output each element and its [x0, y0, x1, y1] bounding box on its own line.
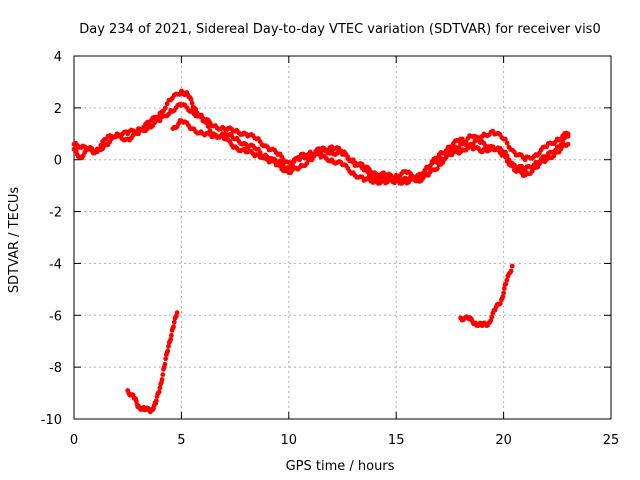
- data-point: [165, 348, 171, 354]
- data-point: [163, 356, 169, 362]
- data-point: [503, 281, 509, 287]
- series-track-a: [71, 88, 571, 184]
- series-dip-late: [458, 263, 515, 329]
- data-point: [442, 156, 447, 162]
- data-point: [198, 114, 204, 120]
- x-tick-label: 15: [388, 433, 405, 448]
- data-point: [155, 114, 161, 120]
- data-point: [159, 377, 165, 382]
- y-axis-label: SDTVAR / TECUs: [7, 187, 22, 294]
- data-point: [160, 372, 166, 378]
- data-point: [257, 150, 263, 155]
- data-point: [162, 105, 168, 111]
- data-point: [174, 310, 180, 316]
- data-point: [502, 149, 508, 155]
- x-tick-label: 25: [603, 433, 620, 448]
- data-point: [343, 152, 349, 158]
- data-point: [504, 153, 510, 159]
- data-point: [422, 169, 428, 174]
- x-tick-label: 20: [495, 433, 512, 448]
- data-point: [162, 361, 168, 367]
- y-tick-label: -2: [49, 206, 62, 221]
- grid: [74, 56, 611, 419]
- y-tick-label: 2: [54, 102, 62, 117]
- data-point: [502, 136, 508, 142]
- data-point: [427, 163, 433, 169]
- data-point: [501, 286, 507, 291]
- data-point: [504, 277, 510, 283]
- y-tick-label: -10: [41, 413, 62, 428]
- series-track-c: [170, 118, 571, 186]
- data-point: [565, 133, 571, 139]
- y-tick-label: 4: [54, 50, 62, 65]
- data-point: [434, 166, 440, 172]
- axis-ticks: 0 5 10 15 20 25 -10 -8 -6 -4 -2 0 2 4: [41, 50, 620, 448]
- series-dip-early: [125, 310, 180, 415]
- data-point: [157, 118, 163, 124]
- y-tick-label: -6: [49, 309, 62, 324]
- series-track-b: [71, 101, 571, 184]
- data-point: [156, 389, 162, 395]
- plot-frame: [73, 55, 612, 420]
- data-point: [164, 101, 170, 107]
- x-axis-label: GPS time / hours: [286, 459, 395, 474]
- data-point: [500, 294, 506, 300]
- x-tick-label: 10: [281, 433, 298, 448]
- data-point: [497, 301, 503, 306]
- data-point: [489, 314, 495, 320]
- y-tick-label: -4: [49, 257, 62, 272]
- chart-title: Day 234 of 2021, Sidereal Day-to-day VTE…: [79, 22, 600, 37]
- y-tick-label: -8: [49, 361, 62, 376]
- data-point: [544, 154, 549, 160]
- data-point: [171, 324, 176, 330]
- data-point: [166, 344, 171, 349]
- x-tick-label: 5: [177, 433, 185, 448]
- data-point: [565, 141, 571, 147]
- x-tick-label: 0: [70, 433, 78, 448]
- data-point: [508, 268, 514, 274]
- data-point: [189, 100, 195, 106]
- data-points: [71, 88, 571, 415]
- data-point: [168, 336, 174, 342]
- data-point: [504, 140, 510, 146]
- data-point: [171, 319, 177, 325]
- data-point: [188, 97, 194, 102]
- data-point: [157, 385, 163, 391]
- data-point: [289, 162, 295, 168]
- data-point: [205, 124, 211, 129]
- data-point: [501, 290, 506, 296]
- data-point: [509, 263, 515, 269]
- data-point: [168, 332, 174, 338]
- data-point: [153, 398, 159, 404]
- y-tick-label: 0: [54, 154, 62, 169]
